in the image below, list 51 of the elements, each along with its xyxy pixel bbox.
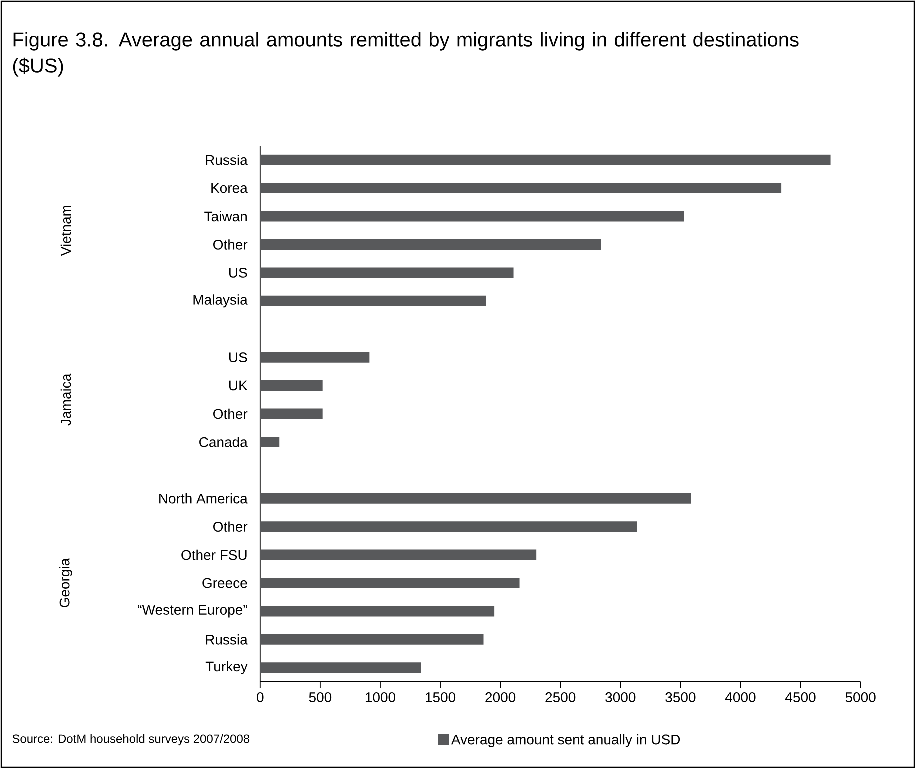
bar (260, 380, 323, 392)
legend-label: Average amount sent anually in USD (451, 734, 680, 748)
x-tick-label: 1500 (426, 692, 456, 702)
bar (260, 154, 831, 166)
source-note: Source: DotM household surveys 2007/2008 (12, 734, 250, 746)
bar (260, 352, 370, 363)
bar (260, 634, 484, 645)
bar (260, 493, 692, 504)
bar (260, 183, 782, 194)
bar (260, 211, 684, 222)
text: Vietnam (60, 206, 72, 256)
bar (260, 268, 514, 278)
bar (260, 408, 323, 420)
x-tick-label: 3000 (606, 692, 636, 702)
y-tick-label: North America (160, 493, 248, 504)
y-tick-label: Other (214, 408, 248, 420)
x-tick-label: 4000 (725, 692, 756, 702)
x-tick-label: 5000 (846, 692, 876, 702)
bar (260, 606, 495, 617)
y-tick-label: “Western Europe” (138, 605, 248, 618)
x-tick-label: 0 (257, 692, 264, 702)
bar (260, 296, 486, 306)
y-tick-label: Russia (206, 154, 248, 166)
bar (260, 522, 638, 532)
bar (260, 662, 422, 674)
x-tick-label: 2500 (546, 692, 576, 702)
y-tick-label: US (230, 352, 248, 363)
y-tick-label: US (230, 268, 248, 278)
y-tick-label: Taiwan (204, 211, 247, 222)
bar (260, 550, 537, 560)
y-tick-label: Other (214, 522, 248, 532)
bar (260, 239, 602, 250)
x-tick-label: 1000 (366, 692, 396, 702)
y-tick-label: Canada (200, 437, 248, 448)
y-tick-label: Russia (206, 634, 248, 645)
y-tick-label: Greece (202, 578, 248, 588)
text: Georgia (59, 558, 73, 608)
bar (260, 436, 280, 448)
x-tick-label: 3500 (666, 692, 696, 702)
y-tick-label: Malaysia (194, 294, 248, 308)
y-tick-label: Other (214, 240, 248, 250)
x-tick-label: 500 (309, 692, 332, 702)
y-tick-label: Turkey (206, 661, 248, 674)
chart-title: Figure 3.8. Average annual amounts remitted by migrants living in different destinations ($US) (13, 32, 799, 77)
y-tick-label: Korea (212, 183, 248, 194)
x-tick-label: 2000 (486, 692, 516, 702)
text: Jamaica (60, 374, 72, 426)
x-tick-label: 4500 (786, 692, 816, 702)
y-tick-label: Other FSU (182, 550, 247, 560)
y-tick-label: UK (230, 380, 248, 391)
bar (260, 578, 520, 589)
